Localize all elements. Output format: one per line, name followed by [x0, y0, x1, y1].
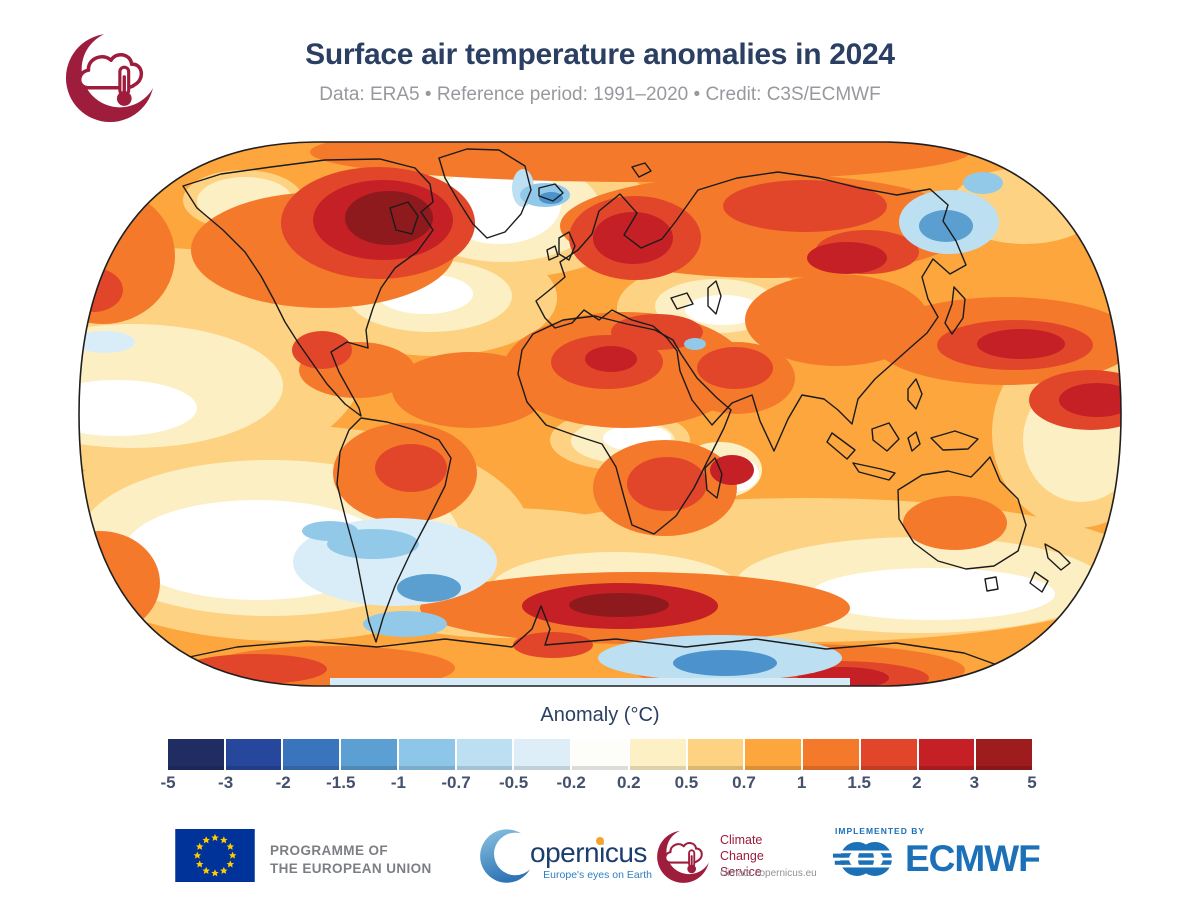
- ecmwf-implemented-by: IMPLEMENTED BY: [835, 826, 926, 836]
- colorbar-tick-label: 0.2: [616, 773, 641, 792]
- colorbar-tick-label: -0.5: [498, 773, 529, 792]
- c3s-logo-icon: [65, 30, 159, 123]
- colorbar-segment: [745, 739, 802, 770]
- colorbar-segment: [860, 739, 917, 770]
- c3s-line2: Change Service: [720, 849, 764, 879]
- colorbar-label: Anomaly (°C): [540, 704, 660, 726]
- page-subtitle: Data: ERA5 • Reference period: 1991–2020…: [319, 84, 881, 105]
- colorbar-segment: [283, 739, 340, 770]
- colorbar-tick-label: -3: [218, 773, 234, 792]
- colorbar-tick-label: -0.7: [441, 773, 471, 792]
- colorbar: [168, 739, 1033, 770]
- colorbar-segment: [976, 739, 1033, 770]
- colorbar-segment: [225, 739, 282, 770]
- colorbar-segment: [918, 739, 975, 770]
- colorbar-segment: [398, 739, 455, 770]
- eu-flag: [175, 829, 255, 882]
- copernicus-logo: opernicus Europe's eyes on Earth: [478, 823, 653, 891]
- c3s-small-icon: [656, 827, 713, 884]
- eu-flag-icon: [175, 829, 255, 882]
- map-outline: [78, 141, 1122, 687]
- c3s-line1: Climate: [720, 833, 763, 847]
- ecmwf-wordmark: ECMWF: [905, 838, 1041, 879]
- eu-programme-line1: PROGRAMME OF: [270, 843, 389, 858]
- colorbar-segment: [803, 739, 859, 770]
- map-svg: [78, 141, 1122, 687]
- colorbar-segment: [168, 739, 224, 770]
- colorbar-tick-label: -2: [275, 773, 291, 792]
- colorbar-segment: [629, 739, 686, 770]
- colorbar-tick-label: -0.2: [556, 773, 586, 792]
- colorbar-tick-label: 0.7: [732, 773, 756, 792]
- colorbar-ticks: -5 -3 -2 -1.5 -1 -0.7 -0.5 -0.2 0.2 0.5 0.7 1 1.5 2 3 5: [160, 773, 1036, 795]
- colorbar-segment: [572, 739, 628, 770]
- map-extreme-hot-zones: [345, 191, 669, 617]
- colorbar-segment: [514, 739, 571, 770]
- eu-programme-line2: THE EUROPEAN UNION: [270, 861, 432, 876]
- colorbar-tick-label: -1.5: [326, 773, 356, 792]
- colorbar-tick-label: 3: [969, 773, 980, 792]
- world-anomaly-map: [75, 138, 1125, 690]
- colorbar-tick-label: 1.5: [847, 773, 872, 792]
- ecmwf-logo: IMPLEMENTED BY ECMWF: [833, 826, 1043, 890]
- eu-programme-text: PROGRAMME OF THE EUROPEAN UNION: [270, 842, 432, 878]
- colorbar-tick-label: 5: [1027, 773, 1037, 792]
- ecmwf-rings-icon: [833, 842, 899, 876]
- copernicus-tagline: Europe's eyes on Earth: [543, 869, 652, 881]
- colorbar-segment: [456, 739, 513, 770]
- c3s-url: climate.copernicus.eu: [720, 868, 817, 879]
- colorbar-tick-label: 1: [796, 773, 807, 792]
- copernicus-wordmark: opernicus: [530, 837, 647, 868]
- copernicus-swoosh-icon: [480, 829, 537, 883]
- copernicus-satellite-dot-icon: [596, 837, 604, 845]
- colorbar-segment: [687, 739, 744, 770]
- c3s-logo: [62, 26, 164, 124]
- colorbar-segment: [341, 739, 397, 770]
- page-title: Surface air temperature anomalies in 202…: [305, 38, 895, 71]
- colorbar-tick-label: 0.5: [674, 773, 699, 792]
- colorbar-tick-label: -5: [160, 773, 176, 792]
- climate-change-service-logo: Climate Change Service climate.copernicu…: [656, 826, 817, 888]
- colorbar-tick-label: 2: [912, 773, 922, 792]
- colorbar-tick-label: -1: [390, 773, 406, 792]
